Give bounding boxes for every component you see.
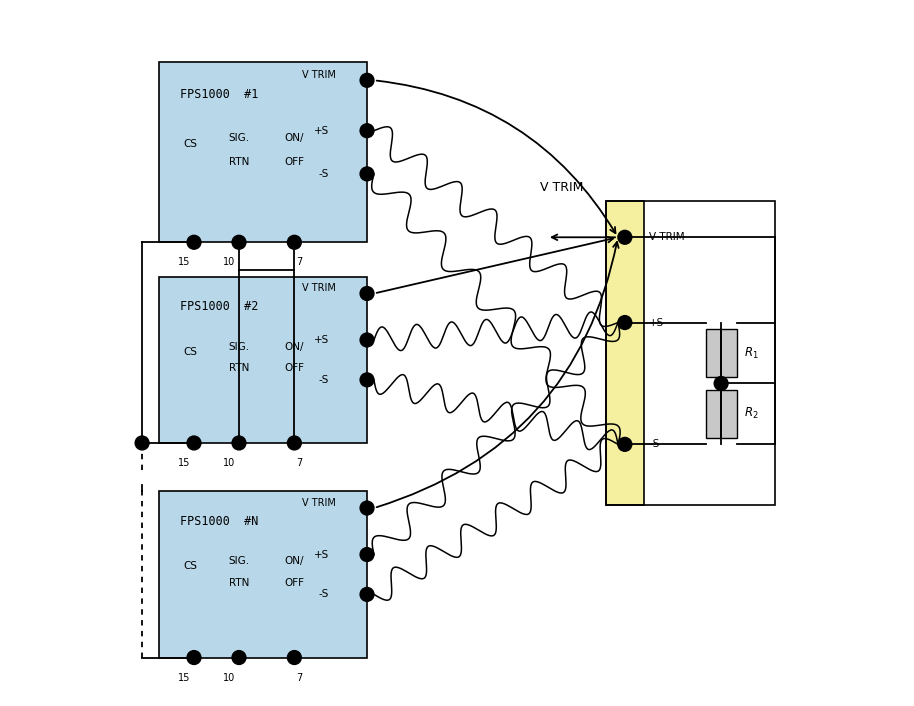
Circle shape	[287, 436, 302, 450]
Circle shape	[287, 651, 302, 664]
Circle shape	[360, 373, 374, 387]
Text: 7: 7	[296, 673, 303, 683]
Text: ON/: ON/	[284, 133, 304, 143]
Text: SIG.: SIG.	[228, 342, 250, 352]
Circle shape	[360, 287, 374, 300]
Text: FPS1000  #1: FPS1000 #1	[180, 88, 259, 101]
Circle shape	[618, 438, 632, 451]
Circle shape	[232, 651, 246, 664]
Text: V TRIM: V TRIM	[302, 284, 335, 294]
Circle shape	[360, 73, 374, 88]
Text: V TRIM: V TRIM	[302, 70, 335, 80]
Circle shape	[360, 124, 374, 138]
Text: $R_2$: $R_2$	[744, 407, 759, 421]
Bar	[159, 277, 367, 443]
Circle shape	[360, 587, 374, 602]
Bar	[606, 201, 775, 505]
Circle shape	[232, 235, 246, 249]
Bar	[159, 491, 367, 657]
Text: 7: 7	[296, 258, 303, 268]
Circle shape	[187, 436, 201, 450]
Text: 10: 10	[223, 258, 236, 268]
Text: +S: +S	[314, 549, 329, 560]
Text: RTN: RTN	[228, 363, 250, 373]
Text: 10: 10	[223, 673, 236, 683]
Text: V TRIM: V TRIM	[650, 232, 685, 242]
Circle shape	[232, 436, 246, 450]
Text: +S: +S	[314, 126, 329, 136]
Circle shape	[287, 235, 302, 249]
Text: ON/: ON/	[284, 342, 304, 352]
Text: FPS1000  #2: FPS1000 #2	[180, 300, 259, 313]
Circle shape	[714, 376, 728, 390]
Circle shape	[360, 167, 374, 181]
Text: 10: 10	[223, 458, 236, 468]
Circle shape	[187, 651, 201, 664]
Text: -S: -S	[650, 439, 660, 449]
Circle shape	[187, 235, 201, 249]
Circle shape	[135, 436, 149, 450]
Text: OFF: OFF	[284, 363, 304, 373]
Text: OFF: OFF	[284, 578, 304, 588]
Text: V TRIM: V TRIM	[302, 498, 335, 508]
Text: -S: -S	[319, 590, 329, 599]
Text: 15: 15	[178, 673, 190, 683]
Bar	[706, 329, 737, 377]
Bar	[606, 201, 643, 505]
Text: $R_1$: $R_1$	[744, 345, 759, 361]
Text: -S: -S	[319, 375, 329, 385]
Text: CS: CS	[184, 138, 197, 149]
Text: SIG.: SIG.	[228, 556, 250, 566]
Circle shape	[360, 501, 374, 515]
Circle shape	[360, 333, 374, 347]
Text: ON/: ON/	[284, 556, 304, 566]
Text: CS: CS	[184, 347, 197, 357]
Text: OFF: OFF	[284, 157, 304, 167]
Bar	[159, 62, 367, 242]
Text: -S: -S	[319, 169, 329, 179]
Bar	[706, 390, 737, 438]
Circle shape	[618, 230, 632, 244]
Text: CS: CS	[184, 561, 197, 571]
Text: +S: +S	[650, 318, 664, 328]
Text: 7: 7	[296, 458, 303, 468]
Text: RTN: RTN	[228, 578, 250, 588]
Text: SIG.: SIG.	[228, 133, 250, 143]
Text: FPS1000  #N: FPS1000 #N	[180, 515, 259, 528]
Text: +S: +S	[314, 335, 329, 345]
Text: 15: 15	[178, 258, 190, 268]
Circle shape	[360, 548, 374, 561]
Text: V TRIM: V TRIM	[540, 181, 583, 194]
Text: RTN: RTN	[228, 157, 250, 167]
Text: 15: 15	[178, 458, 190, 468]
Circle shape	[618, 316, 632, 330]
